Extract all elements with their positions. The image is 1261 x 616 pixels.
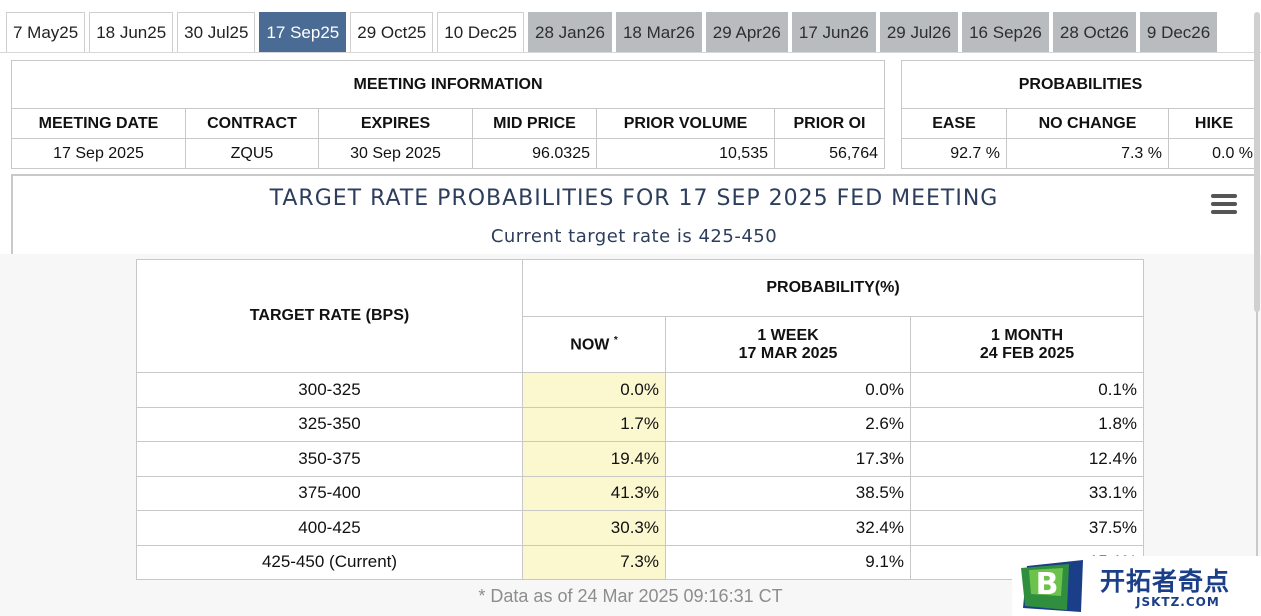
chart-title: TARGET RATE PROBABILITIES FOR 17 SEP 202… (269, 186, 999, 211)
tab-29-jul26[interactable]: 29 Jul26 (879, 12, 959, 52)
tab-9-dec26[interactable]: 9 Dec26 (1139, 12, 1218, 52)
watermark-logo: B 开拓者奇点 JSKTZ.COM (1012, 556, 1261, 616)
month-cell: 12.4% (909, 441, 1145, 477)
now-cell: 1.7% (522, 406, 666, 442)
tab-18-jun25[interactable]: 18 Jun25 (89, 12, 174, 52)
tab-28-oct26[interactable]: 28 Oct26 (1052, 12, 1136, 52)
header-contract: CONTRACT (185, 108, 319, 139)
tab-10-dec25[interactable]: 10 Dec25 (437, 12, 525, 52)
meeting-info-table: MEETING INFORMATION MEETING DATE CONTRAC… (11, 60, 885, 169)
week-cell: 0.0% (665, 372, 911, 408)
hamburger-menu-icon[interactable] (1211, 194, 1237, 216)
month-date: 24 FEB 2025 (979, 344, 1075, 362)
now-cell: 41.3% (522, 475, 666, 511)
meeting-date-value: 17 Sep 2025 (11, 138, 186, 169)
rate-cell: 300-325 (136, 372, 523, 408)
header-now: NOW * (522, 316, 666, 373)
month-cell: 33.1% (909, 475, 1145, 511)
header-target-rate: TARGET RATE (BPS) (136, 259, 523, 373)
tab-30-jul25[interactable]: 30 Jul25 (177, 12, 256, 52)
header-1-week: 1 WEEK 17 MAR 2025 (665, 316, 911, 373)
week-date: 17 MAR 2025 (738, 344, 838, 362)
week-cell: 9.1% (665, 544, 911, 580)
now-cell: 30.3% (522, 510, 666, 546)
chart-header: TARGET RATE PROBABILITIES FOR 17 SEP 202… (11, 174, 1257, 254)
svg-text:B: B (1036, 567, 1059, 602)
logo-mark-icon: B (1021, 560, 1083, 612)
tab-17-sep25[interactable]: 17 Sep25 (259, 12, 347, 52)
table-row: 300-325 0.0% 0.0% 0.1% (136, 372, 1145, 408)
vertical-scrollbar[interactable] (1254, 12, 1260, 312)
header-ease: EASE (901, 108, 1007, 139)
ease-value: 92.7 % (901, 138, 1007, 169)
tabs-divider (0, 52, 1261, 53)
chart-subtitle: Current target rate is 425-450 (490, 226, 778, 247)
header-expires: EXPIRES (318, 108, 473, 139)
rate-cell: 425-450 (Current) (136, 544, 523, 580)
month-cell: 37.5% (909, 510, 1145, 546)
tab-18-mar26[interactable]: 18 Mar26 (615, 12, 702, 52)
hike-value: 0.0 % (1167, 138, 1261, 169)
rate-cell: 350-375 (136, 441, 523, 477)
week-cell: 17.3% (665, 441, 911, 477)
header-hike: HIKE (1167, 108, 1261, 139)
table-row: 350-375 19.4% 17.3% 12.4% (136, 441, 1145, 477)
now-cell: 19.4% (522, 441, 666, 477)
panel-border (1256, 254, 1258, 616)
tab-29-oct25[interactable]: 29 Oct25 (350, 12, 434, 52)
prior-oi-value: 56,764 (774, 138, 885, 169)
header-no-change: NO CHANGE (1006, 108, 1169, 139)
header-1-month: 1 MONTH 24 FEB 2025 (909, 316, 1145, 373)
week-cell: 32.4% (665, 510, 911, 546)
rate-cell: 375-400 (136, 475, 523, 511)
header-probability: PROBABILITY(%) (521, 259, 1145, 317)
week-cell: 38.5% (665, 475, 911, 511)
data-timestamp-note: * Data as of 24 Mar 2025 09:16:31 CT (478, 586, 783, 606)
no-change-value: 7.3 % (1006, 138, 1169, 169)
month-cell: 0.1% (909, 372, 1145, 408)
tab-16-sep26[interactable]: 16 Sep26 (962, 12, 1049, 52)
rate-cell: 325-350 (136, 406, 523, 442)
table-row: 425-450 (Current) 7.3% 9.1% 15.1% (136, 544, 1145, 580)
week-label: 1 WEEK (757, 326, 819, 344)
table-row: 400-425 30.3% 32.4% 37.5% (136, 510, 1145, 546)
header-meeting-date: MEETING DATE (11, 108, 186, 139)
logo-text-site: JSKTZ.COM (1136, 595, 1220, 609)
header-prior-oi: PRIOR OI (774, 108, 885, 139)
now-cell: 7.3% (522, 544, 666, 580)
probabilities-caption: PROBABILITIES (900, 60, 1261, 109)
month-label: 1 MONTH (991, 326, 1064, 344)
mid-price-value: 96.0325 (472, 138, 597, 169)
target-rate-table: TARGET RATE (BPS) PROBABILITY(%) NOW * 1… (136, 259, 1145, 580)
table-row: 325-350 1.7% 2.6% 1.8% (136, 406, 1145, 442)
tab-29-apr26[interactable]: 29 Apr26 (705, 12, 788, 52)
week-cell: 2.6% (665, 406, 911, 442)
tab-17-jun26[interactable]: 17 Jun26 (791, 12, 876, 52)
now-label: NOW (570, 336, 610, 354)
prior-volume-value: 10,535 (596, 138, 775, 169)
contract-value: ZQU5 (185, 138, 319, 169)
month-cell: 1.8% (909, 406, 1145, 442)
meeting-tabs: 7 May25 18 Jun25 30 Jul25 17 Sep25 29 Oc… (6, 12, 1221, 52)
tab-7-may25[interactable]: 7 May25 (6, 12, 86, 52)
probabilities-table: PROBABILITIES EASE NO CHANGE HIKE 92.7 %… (900, 60, 1261, 169)
now-cell: 0.0% (522, 372, 666, 408)
tab-28-jan26[interactable]: 28 Jan26 (528, 12, 612, 52)
logo-text-cn: 开拓者奇点 (1100, 567, 1231, 596)
meeting-info-caption: MEETING INFORMATION (11, 60, 885, 109)
header-prior-volume: PRIOR VOLUME (596, 108, 775, 139)
now-footnote-marker: * (613, 334, 618, 346)
expires-value: 30 Sep 2025 (318, 138, 473, 169)
header-mid-price: MID PRICE (472, 108, 597, 139)
table-row: 375-400 41.3% 38.5% 33.1% (136, 475, 1145, 511)
rate-cell: 400-425 (136, 510, 523, 546)
